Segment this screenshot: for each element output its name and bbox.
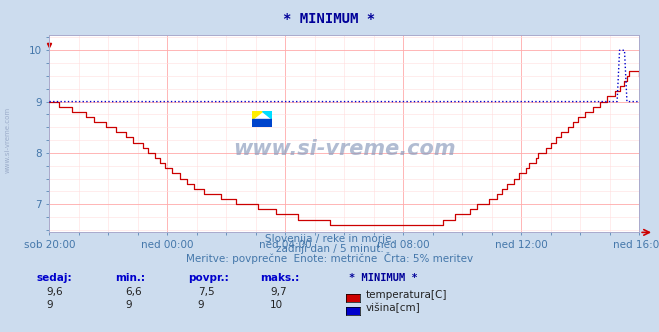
Text: Meritve: povprečne  Enote: metrične  Črta: 5% meritev: Meritve: povprečne Enote: metrične Črta:… [186,252,473,264]
Text: Slovenija / reke in morje.: Slovenija / reke in morje. [264,234,395,244]
Text: 9,6: 9,6 [46,287,63,297]
Text: maks.:: maks.: [260,273,300,283]
Text: 7,5: 7,5 [198,287,214,297]
Polygon shape [252,111,262,119]
Text: 9: 9 [46,300,53,310]
Text: 6,6: 6,6 [125,287,142,297]
Text: 10: 10 [270,300,283,310]
Text: višina[cm]: višina[cm] [366,303,420,313]
Text: zadnji dan / 5 minut.: zadnji dan / 5 minut. [275,244,384,254]
Text: sedaj:: sedaj: [36,273,72,283]
Text: * MINIMUM *: * MINIMUM * [349,273,418,283]
Polygon shape [252,119,272,127]
Text: temperatura[C]: temperatura[C] [366,290,447,300]
Text: * MINIMUM *: * MINIMUM * [283,12,376,26]
Text: www.si-vreme.com: www.si-vreme.com [5,106,11,173]
Text: min.:: min.: [115,273,146,283]
Text: 9,7: 9,7 [270,287,287,297]
Text: www.si-vreme.com: www.si-vreme.com [233,139,455,159]
Polygon shape [262,111,272,119]
Text: povpr.:: povpr.: [188,273,229,283]
Text: 9: 9 [125,300,132,310]
Text: 9: 9 [198,300,204,310]
